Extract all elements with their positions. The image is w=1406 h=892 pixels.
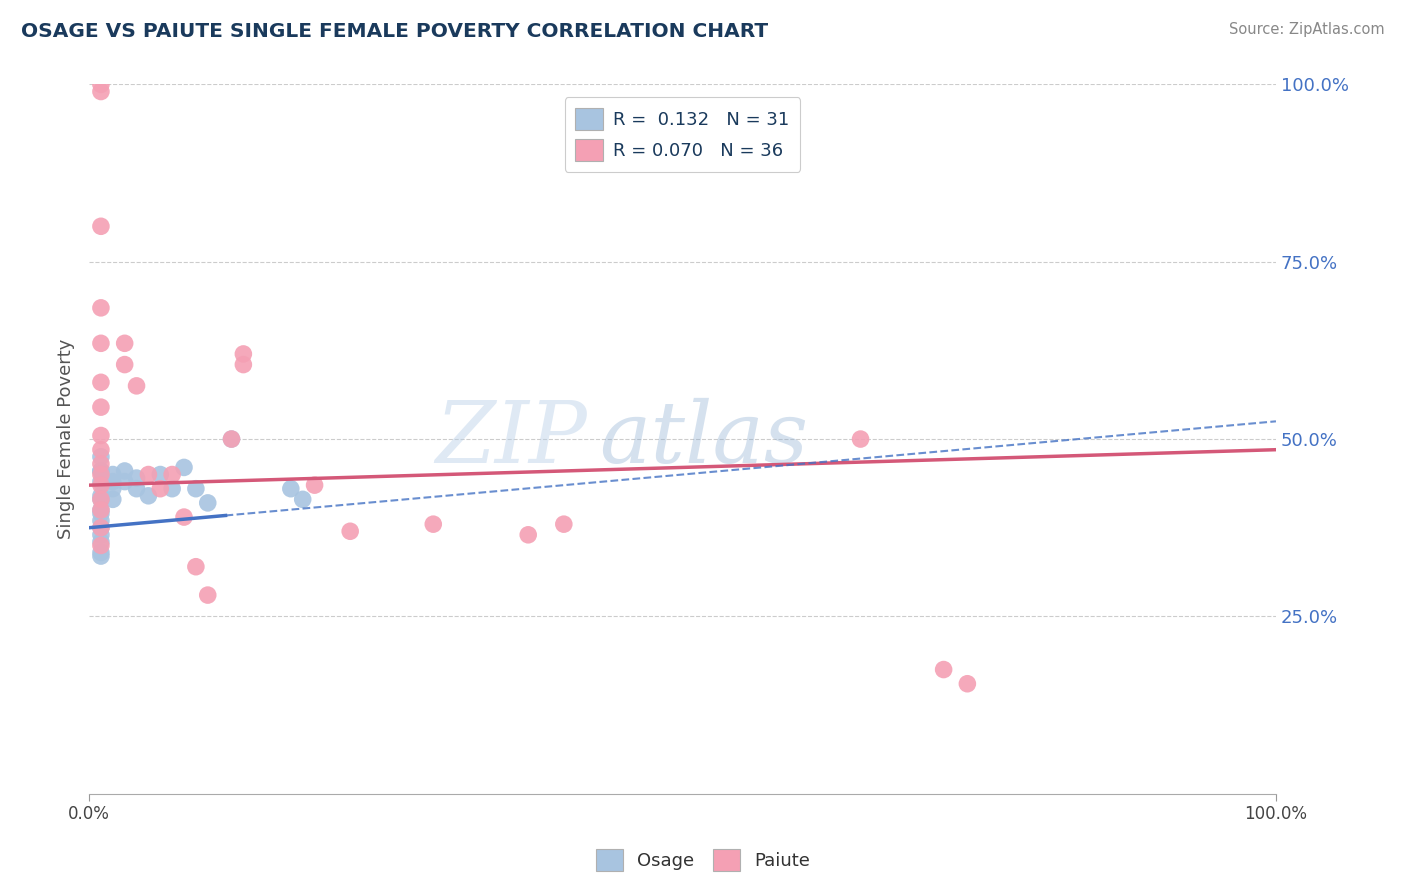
Point (90, 521, 112, 535)
Point (149, 482, 172, 496)
Point (90, 528, 112, 542)
Point (101, 467, 124, 482)
Text: atlas: atlas (599, 398, 808, 481)
Point (90, 376, 112, 390)
Point (90, 85, 112, 99)
Point (90, 478, 112, 492)
Point (90, 475, 112, 489)
Point (114, 358, 136, 372)
Point (197, 496, 219, 510)
Point (125, 482, 148, 496)
Point (232, 347, 254, 361)
Point (517, 528, 540, 542)
Text: OSAGE VS PAIUTE SINGLE FEMALE POVERTY CORRELATION CHART: OSAGE VS PAIUTE SINGLE FEMALE POVERTY CO… (21, 22, 768, 41)
Point (280, 482, 302, 496)
Point (90, 514, 112, 528)
Point (90, 219, 112, 234)
Point (90, 442, 112, 457)
Point (90, 503, 112, 517)
Point (125, 379, 148, 393)
Point (932, 663, 955, 677)
Point (90, 549, 112, 563)
Legend: Osage, Paiute: Osage, Paiute (589, 842, 817, 879)
Point (114, 475, 136, 489)
Point (160, 467, 183, 482)
Point (90, 492, 112, 507)
Point (90, 535, 112, 549)
Point (221, 432, 243, 446)
Point (90, 503, 112, 517)
Point (221, 432, 243, 446)
Point (173, 460, 195, 475)
Point (90, 457, 112, 471)
Point (125, 471, 148, 485)
Point (101, 482, 124, 496)
Point (422, 517, 444, 532)
Point (956, 677, 979, 691)
Y-axis label: Single Female Poverty: Single Female Poverty (58, 339, 75, 540)
Text: Source: ZipAtlas.com: Source: ZipAtlas.com (1229, 22, 1385, 37)
Point (90, 428, 112, 442)
Point (149, 467, 172, 482)
Point (90, 336, 112, 351)
Point (90, 467, 112, 482)
Point (160, 482, 183, 496)
Point (90, 489, 112, 503)
Point (173, 510, 195, 524)
Point (304, 478, 326, 492)
Text: ZIP: ZIP (436, 398, 588, 481)
Point (114, 336, 136, 351)
Point (90, 464, 112, 478)
Point (553, 517, 575, 532)
Point (90, 521, 112, 535)
Point (291, 492, 314, 507)
Point (90, 538, 112, 552)
Point (90, 545, 112, 559)
Point (90, 400, 112, 414)
Point (232, 358, 254, 372)
Point (184, 559, 207, 574)
Point (138, 467, 160, 482)
Point (90, 464, 112, 478)
Point (197, 588, 219, 602)
Legend: R =  0.132   N = 31, R = 0.070   N = 36: R = 0.132 N = 31, R = 0.070 N = 36 (565, 97, 800, 172)
Point (101, 475, 124, 489)
Point (90, 301, 112, 315)
Point (138, 489, 160, 503)
Point (184, 482, 207, 496)
Point (339, 524, 361, 539)
Point (90, 450, 112, 464)
Point (114, 464, 136, 478)
Point (90, 78, 112, 92)
Point (849, 432, 872, 446)
Point (101, 492, 124, 507)
Point (90, 507, 112, 521)
Point (90, 492, 112, 507)
